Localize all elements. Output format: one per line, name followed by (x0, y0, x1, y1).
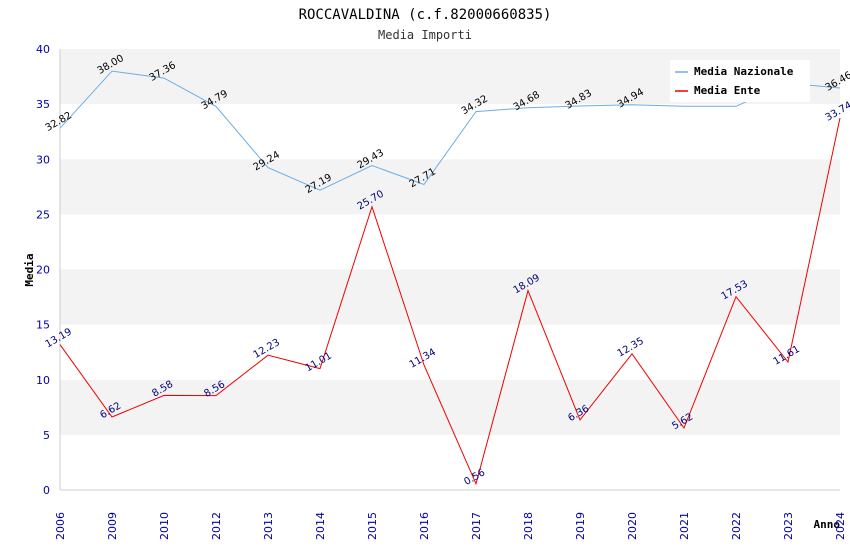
y-tick-label: 0 (43, 484, 50, 497)
x-tick-label: 2009 (106, 512, 119, 540)
plot-frame (59, 49, 840, 491)
x-tick-label: 2020 (626, 512, 639, 540)
legend-label-ente: Media Ente (694, 84, 761, 97)
grid-band (60, 269, 840, 325)
x-tick-label: 2015 (366, 512, 379, 540)
x-tick-label: 2024 (834, 512, 847, 540)
grid-band (60, 159, 840, 215)
x-tick-label: 2023 (782, 512, 795, 540)
legend-box (670, 60, 810, 102)
legend-label-nazionale: Media Nazionale (694, 65, 794, 78)
x-tick-label: 2022 (730, 512, 743, 540)
y-tick-label: 20 (36, 264, 50, 277)
x-tick-label: 2017 (470, 512, 483, 540)
grid-band (60, 379, 840, 435)
x-tick-label: 2006 (54, 512, 67, 540)
y-tick-label: 25 (36, 208, 50, 221)
x-tick-label: 2013 (262, 512, 275, 540)
y-tick-label: 15 (36, 319, 50, 332)
grid-band (60, 434, 840, 490)
x-tick-label: 2021 (678, 512, 691, 540)
x-tick-label: 2016 (418, 512, 431, 540)
grid-bands (60, 49, 840, 490)
x-tick-label: 2012 (210, 512, 223, 540)
grid-band (60, 214, 840, 270)
grid-band (60, 324, 840, 380)
y-tick-label: 10 (36, 374, 50, 387)
y-tick-label: 40 (36, 43, 50, 56)
x-tick-label: 2014 (314, 512, 327, 540)
y-tick-label: 35 (36, 98, 50, 111)
y-axis-title: Media (23, 253, 36, 286)
chart-subtitle: Media Importi (378, 28, 472, 42)
x-tick-label: 2010 (158, 512, 171, 540)
legend: Media Nazionale Media Ente (670, 60, 810, 102)
x-tick-label: 2019 (574, 512, 587, 540)
series-line-ente (59, 117, 841, 486)
x-axis-title: Anno (814, 518, 841, 531)
x-tick-label: 2018 (522, 512, 535, 540)
y-tick-label: 30 (36, 153, 50, 166)
y-axis-ticks: 0 5 10 15 20 25 30 35 40 (36, 43, 50, 497)
y-tick-label: 5 (43, 429, 50, 442)
x-axis-ticks: 2006 2009 2010 2012 2013 2014 2015 2016 2017 2018… (54, 512, 847, 540)
series-line-nazionale (59, 70, 841, 191)
chart-title: ROCCAVALDINA (c.f.82000660835) (299, 7, 552, 23)
series-lines (59, 70, 841, 486)
grid-band (60, 104, 840, 160)
